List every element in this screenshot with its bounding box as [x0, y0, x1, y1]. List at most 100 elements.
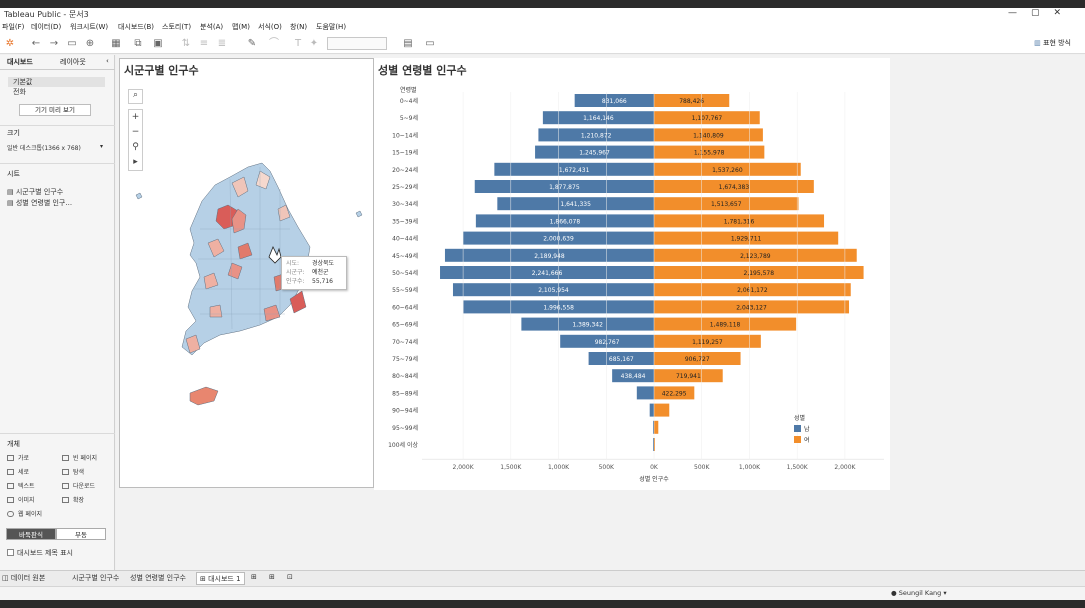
data-label-female: 1,489,118 [710, 322, 741, 329]
data-label-female: 1,119,257 [692, 339, 723, 346]
object-extension[interactable]: 확장 [62, 495, 84, 504]
menu-file[interactable]: 파일(F) [2, 23, 25, 31]
tab-layout[interactable]: 레이아웃 [60, 58, 86, 66]
fit-dropdown[interactable] [327, 37, 387, 50]
y-tick-label: 0~4세 [400, 97, 418, 105]
sheet-item-pyramid[interactable]: ▤ 성별 연령별 인구... [7, 198, 72, 208]
tab-pyramid-sheet[interactable]: 성별 연령별 인구수 [130, 574, 186, 582]
object-blank[interactable]: 빈 페이지 [62, 453, 97, 462]
tab-data-source[interactable]: ◫ 데이터 원본 [2, 573, 45, 583]
map-sheet-title: 시군구별 인구수 [124, 64, 199, 77]
new-worksheet-tab-icon[interactable]: ⊞ [251, 573, 257, 581]
bar-male [542, 111, 654, 125]
clear-sheet-icon[interactable]: ▣ [153, 38, 163, 49]
new-dashboard-tab-icon[interactable]: ⊞ [269, 573, 275, 581]
menu-worksheet[interactable]: 워크시트(W) [70, 23, 109, 31]
group-icon[interactable]: ⌒ [269, 38, 279, 49]
labels-icon[interactable]: T [294, 38, 302, 49]
y-tick-label: 100세 이상 [388, 441, 418, 449]
menu-story[interactable]: 스토리(T) [162, 23, 192, 31]
undo-icon[interactable]: ← [31, 38, 41, 49]
bar-female [654, 300, 850, 314]
navigation-icon [62, 469, 69, 475]
pin-icon[interactable]: ✦ [309, 38, 319, 49]
new-story-tab-icon[interactable]: ⊡ [287, 573, 293, 581]
menu-window[interactable]: 창(N) [290, 23, 308, 31]
presentation-icon[interactable]: ▭ [425, 38, 435, 49]
maximize-button[interactable]: ▢ [1030, 8, 1054, 18]
object-image[interactable]: 이미지 [7, 495, 35, 504]
object-webpage[interactable]: 웹 페이지 [7, 509, 42, 518]
user-menu[interactable]: ● Seungil Kang ▾ [891, 589, 947, 597]
x-axis-title: 성별 인구수 [639, 475, 669, 483]
map-search-icon[interactable]: ⌕ [128, 89, 143, 104]
menu-data[interactable]: 데이터(D) [31, 23, 62, 31]
object-label: 웹 페이지 [18, 511, 42, 518]
menu-analysis[interactable]: 분석(A) [200, 23, 224, 31]
show-title-checkbox[interactable]: 대시보드 제목 표시 [7, 548, 73, 558]
zoom-out-icon[interactable]: − [131, 127, 140, 137]
bar-female [654, 162, 801, 176]
map-sheet[interactable]: 시군구별 인구수 ⌕ + − ⚲ ▸ [119, 58, 374, 488]
object-download[interactable]: 다운로드 [62, 481, 95, 490]
redo-icon[interactable]: → [49, 38, 59, 49]
map-region-gwangju [209, 304, 223, 318]
sort-desc-icon[interactable]: ≣ [217, 38, 227, 49]
tab-map-sheet[interactable]: 시군구별 인구수 [72, 574, 120, 582]
bar-female [654, 317, 797, 331]
tab-label: 대시보드 1 [208, 575, 241, 583]
tab-dashboard-1[interactable]: ⊞ 대시보드 1 [196, 572, 245, 585]
tableau-logo-icon[interactable]: ✲ [5, 38, 15, 49]
window-controls[interactable]: —▢✕ [1008, 8, 1075, 18]
tab-dashboard[interactable]: 대시보드 [7, 58, 33, 66]
zoom-in-icon[interactable]: + [131, 112, 140, 122]
bar-female [654, 420, 659, 434]
size-select[interactable]: 일반 데스크톱(1366 x 768) [7, 145, 81, 152]
object-vertical[interactable]: 세로 [7, 467, 29, 476]
size-dropdown-icon[interactable]: ▾ [100, 143, 104, 150]
y-tick-label: 55~59세 [392, 286, 418, 294]
floating-toggle[interactable]: 부동 [56, 528, 106, 540]
collapse-pane-icon[interactable]: ‹ [106, 57, 109, 65]
device-phone[interactable]: 전화 [13, 88, 26, 96]
new-data-source-icon[interactable]: ⊕ [85, 38, 95, 49]
menu-dashboard[interactable]: 대시보드(B) [118, 23, 155, 31]
chevron-down-icon: ▾ [943, 589, 947, 597]
object-navigation[interactable]: 탐색 [62, 467, 84, 476]
y-tick-label: 85~89세 [392, 389, 418, 397]
tiled-toggle[interactable]: 바둑판식 [6, 528, 56, 540]
population-pyramid-chart[interactable]: 연령별 0~4세 831,066 788,426 5~9세 1,164,146 1,107,… [374, 58, 890, 490]
map-tools-icon[interactable]: ▸ [133, 157, 138, 167]
bar-female [654, 128, 763, 142]
minimize-button[interactable]: — [1007, 8, 1031, 18]
menu-map[interactable]: 맵(M) [232, 23, 250, 31]
bar-female [654, 266, 864, 279]
korea-map[interactable] [120, 59, 375, 489]
show-cards-icon[interactable]: ▤ [403, 38, 413, 49]
legend-label: 남 [804, 425, 810, 433]
window-title: Tableau Public - 문서3 [4, 10, 89, 19]
object-text[interactable]: 텍스트 [7, 481, 35, 490]
data-label-male: 831,066 [602, 98, 627, 105]
swap-icon[interactable]: ⇅ [181, 38, 191, 49]
close-button[interactable]: ✕ [1053, 8, 1075, 18]
new-worksheet-icon[interactable]: ▦ [111, 38, 121, 49]
sort-asc-icon[interactable]: ≡ [199, 38, 209, 49]
menu-format[interactable]: 서식(O) [258, 23, 282, 31]
object-horizontal[interactable]: 가로 [7, 453, 29, 462]
save-icon[interactable]: ▭ [67, 38, 77, 49]
bar-male [653, 438, 654, 451]
sheet-item-map[interactable]: ▤ 시군구별 인구수 [7, 187, 63, 197]
highlight-icon[interactable]: ✎ [247, 38, 257, 49]
bar-female [654, 403, 670, 417]
menu-help[interactable]: 도움말(H) [316, 23, 347, 31]
device-preview-button[interactable]: 기기 미리 보기 [19, 104, 91, 116]
pin-map-icon[interactable]: ⚲ [132, 142, 139, 152]
data-label-male: 1,877,875 [549, 184, 580, 191]
pyramid-sheet[interactable]: 성별 연령별 인구수 연령별 0~4세 831,066 788,426 5~9세 1,16… [374, 58, 890, 490]
duplicate-icon[interactable]: ⧉ [134, 38, 142, 49]
show-me-button[interactable]: ▥ 표현 방식 [1034, 38, 1071, 48]
device-default[interactable]: 기본값 [8, 77, 105, 87]
bar-female [654, 94, 730, 107]
